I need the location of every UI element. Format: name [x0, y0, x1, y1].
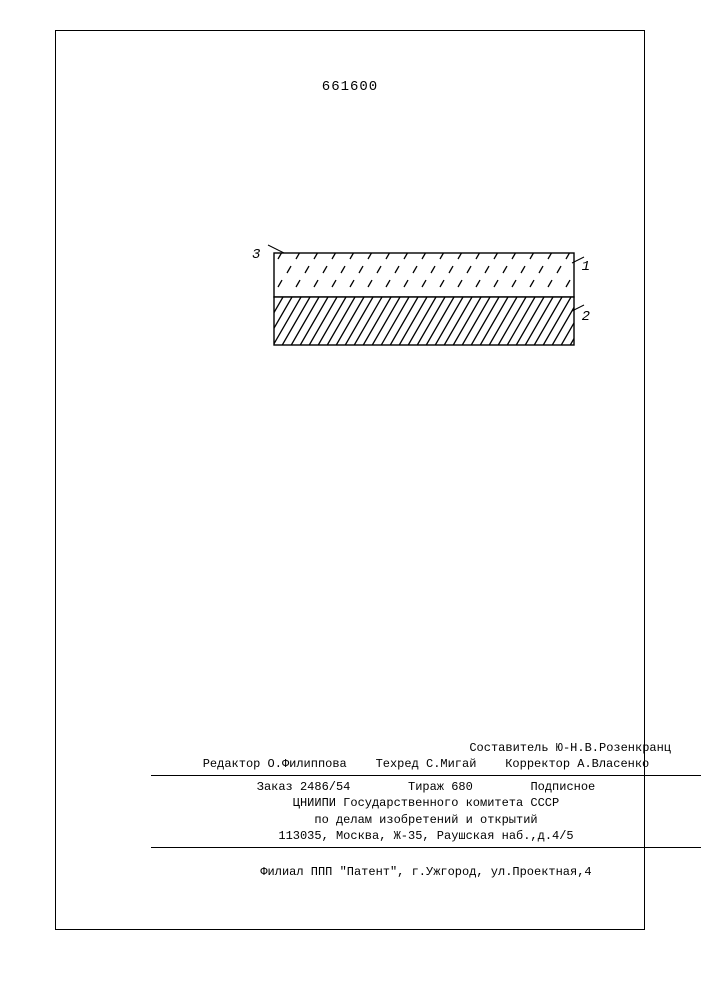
corrector-name: А.Власенко: [577, 757, 649, 771]
committee-address: 113035, Москва, Ж-35, Раушская наб.,д.4/…: [151, 828, 701, 844]
techred-prefix: Техред: [376, 757, 419, 771]
committee-line-1: ЦНИИПИ Государственного комитета СССР: [151, 795, 701, 811]
divider-2: [151, 847, 701, 848]
document-number: 661600: [322, 79, 378, 95]
callout-3: 3: [252, 247, 260, 263]
techred-name: С.Мигай: [426, 757, 476, 771]
compiler-prefix: Составитель: [469, 741, 548, 755]
cross-section-diagram: 3 1 2: [274, 249, 574, 369]
order-prefix: Заказ: [257, 780, 293, 794]
divider-1: [151, 775, 701, 776]
imprint-block: Составитель Ю-Н.В.Розенкранц Редактор О.…: [151, 740, 701, 851]
subscription: Подписное: [530, 780, 595, 794]
tirazh-value: 680: [451, 780, 473, 794]
corrector-prefix: Корректор: [505, 757, 570, 771]
tirazh-prefix: Тираж: [408, 780, 444, 794]
diagram-svg: [254, 239, 594, 355]
compiler-name: Ю-Н.В.Розенкранц: [556, 741, 671, 755]
editor-prefix: Редактор: [203, 757, 261, 771]
committee-line-2: по делам изобретений и открытий: [151, 812, 701, 828]
order-number: 2486/54: [300, 780, 350, 794]
branch-line: Филиал ППП "Патент", г.Ужгород, ул.Проек…: [151, 865, 701, 879]
callout-2: 2: [582, 309, 590, 325]
editor-name: О.Филиппова: [268, 757, 347, 771]
callout-1: 1: [582, 259, 590, 275]
page-frame: 661600 3 1 2 Составитель Ю-Н.В.Розенкран…: [55, 30, 645, 930]
